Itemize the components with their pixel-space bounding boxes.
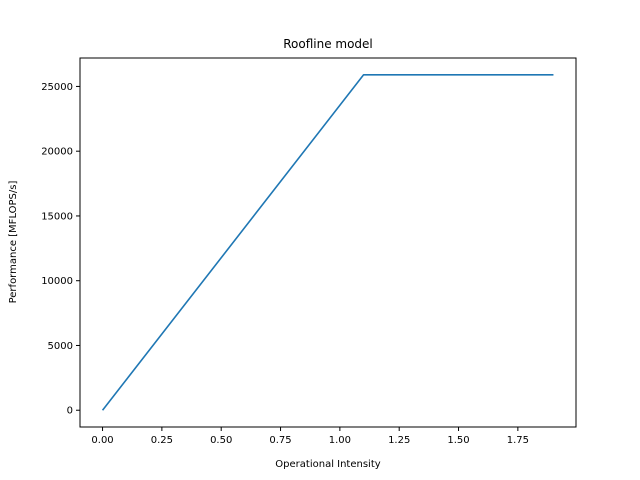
y-tick-label: 0 — [67, 406, 73, 417]
y-tick-label: 25000 — [41, 82, 73, 93]
x-tick-label: 1.50 — [447, 435, 469, 446]
y-axis: 0 5000 10000 15000 20000 25000 — [41, 82, 80, 417]
x-tick-label: 0.00 — [91, 435, 113, 446]
x-tick-label: 1.75 — [507, 435, 529, 446]
y-axis-label: Performance [MFLOPS/s] — [8, 181, 19, 304]
chart-title: Roofline model — [283, 37, 373, 51]
series-line-0 — [101, 73, 554, 411]
x-tick-label: 0.25 — [151, 435, 173, 446]
x-axis-label: Operational Intensity — [275, 459, 380, 470]
y-tick-label: 10000 — [41, 276, 73, 287]
x-tick-label: 0.50 — [210, 435, 232, 446]
x-axis: 0.00 0.25 0.50 0.75 1.00 1.25 1.50 1.75 — [91, 427, 529, 446]
x-tick-label: 1.25 — [388, 435, 410, 446]
y-tick-label: 5000 — [48, 341, 73, 352]
series-layer — [101, 73, 554, 411]
x-tick-label: 1.00 — [329, 435, 351, 446]
x-tick-label: 0.75 — [269, 435, 291, 446]
axes-frame — [79, 57, 577, 428]
y-tick-label: 20000 — [41, 147, 73, 158]
y-tick-label: 15000 — [41, 211, 73, 222]
